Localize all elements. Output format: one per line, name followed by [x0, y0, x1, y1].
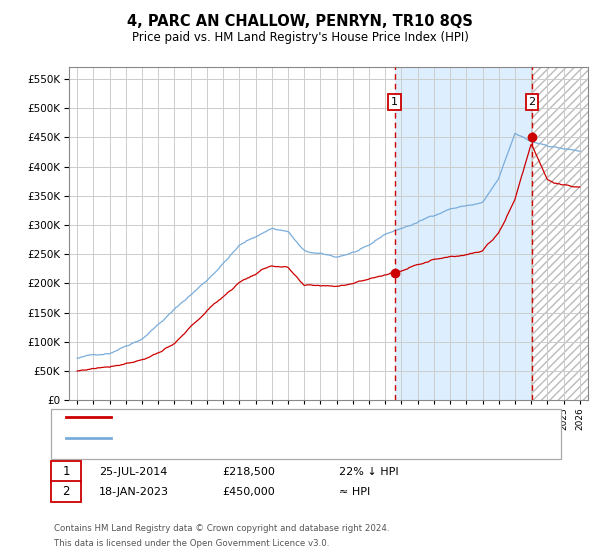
- Text: £218,500: £218,500: [222, 466, 275, 477]
- Text: Contains HM Land Registry data © Crown copyright and database right 2024.: Contains HM Land Registry data © Crown c…: [54, 524, 389, 533]
- Text: 1: 1: [391, 97, 398, 108]
- Text: 2: 2: [529, 97, 536, 108]
- Text: ≈ HPI: ≈ HPI: [339, 487, 370, 497]
- Text: 22% ↓ HPI: 22% ↓ HPI: [339, 466, 398, 477]
- Text: 1: 1: [62, 465, 70, 478]
- Text: This data is licensed under the Open Government Licence v3.0.: This data is licensed under the Open Gov…: [54, 539, 329, 548]
- Text: 25-JUL-2014: 25-JUL-2014: [99, 466, 167, 477]
- Text: 4, PARC AN CHALLOW, PENRYN, TR10 8QS (detached house): 4, PARC AN CHALLOW, PENRYN, TR10 8QS (de…: [117, 412, 431, 422]
- Bar: [532, 67, 588, 400]
- Text: 2: 2: [62, 485, 70, 498]
- Text: 4, PARC AN CHALLOW, PENRYN, TR10 8QS: 4, PARC AN CHALLOW, PENRYN, TR10 8QS: [127, 14, 473, 29]
- Text: £450,000: £450,000: [222, 487, 275, 497]
- Text: Price paid vs. HM Land Registry's House Price Index (HPI): Price paid vs. HM Land Registry's House …: [131, 31, 469, 44]
- Text: HPI: Average price, detached house, Cornwall: HPI: Average price, detached house, Corn…: [117, 433, 355, 444]
- Text: 18-JAN-2023: 18-JAN-2023: [99, 487, 169, 497]
- Bar: [395, 67, 532, 400]
